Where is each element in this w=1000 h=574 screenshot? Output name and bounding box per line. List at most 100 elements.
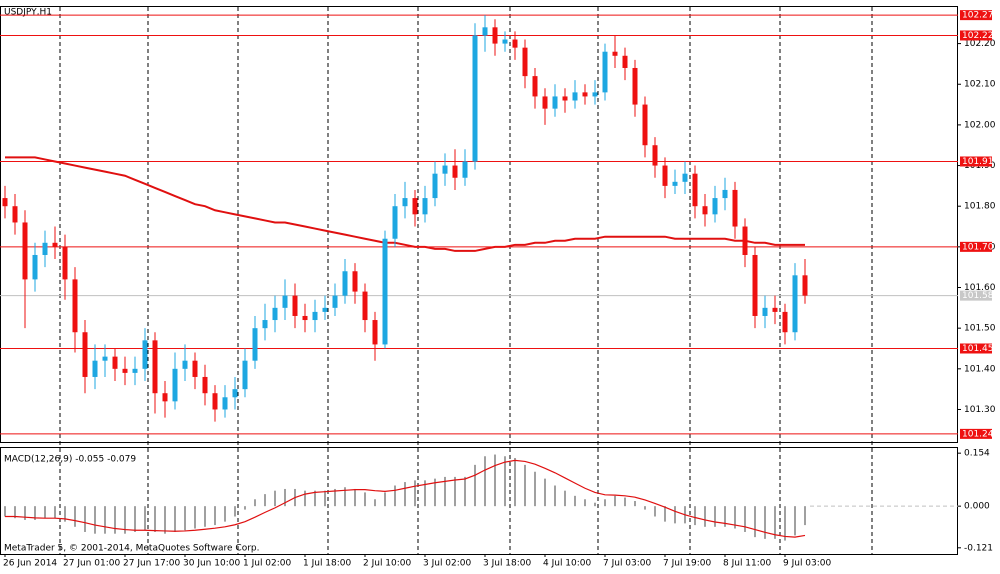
candle-body <box>12 206 18 223</box>
candle-body <box>172 368 178 402</box>
moving-average <box>5 156 805 252</box>
x-tick-label: 26 Jun 2014 <box>3 559 57 569</box>
candle-body <box>672 181 678 186</box>
candle-body <box>232 389 238 398</box>
macd-signal <box>5 459 806 538</box>
x-tick-label: 3 Jul 18:00 <box>483 559 532 569</box>
candle-body <box>662 165 668 186</box>
candle-body <box>122 368 128 373</box>
candle-body <box>312 311 318 321</box>
y-tick-label: 102.00 <box>964 120 996 130</box>
x-tick-label: 9 Jul 03:00 <box>783 559 832 569</box>
candle-body <box>2 198 8 207</box>
candle-body <box>342 271 348 296</box>
candle-body <box>112 356 118 369</box>
x-tick-label: 1 Jul 02:00 <box>243 559 292 569</box>
candle-body <box>502 39 508 44</box>
current-price-label: 101.58 <box>962 291 994 301</box>
candle-body <box>82 332 88 377</box>
level-box <box>960 10 992 21</box>
macd-label: MACD(12,26,9) -0.055 -0.079 <box>4 455 136 465</box>
level-box <box>960 241 992 252</box>
x-tick-label: 7 Jul 03:00 <box>603 559 652 569</box>
candle-body <box>492 27 498 44</box>
y-tick-label: 101.50 <box>964 324 996 334</box>
level-box <box>960 30 992 41</box>
candle-body <box>142 340 148 369</box>
candle-body <box>62 246 68 280</box>
candle-body <box>572 92 578 101</box>
candle-body <box>802 275 808 296</box>
footer: MetaTrader 5, © 2001-2014, MetaQuotes So… <box>4 544 260 554</box>
x-tick-label: 1 Jul 18:00 <box>303 559 352 569</box>
candle-body <box>762 307 768 316</box>
y-tick-label: 102.10 <box>964 80 996 90</box>
candle-body <box>472 35 478 162</box>
x-tick-label: 30 Jun 10:00 <box>183 559 240 569</box>
candle-body <box>692 173 698 207</box>
candle-body <box>722 189 728 199</box>
level-box <box>960 343 992 354</box>
x-tick-label: 27 Jun 01:00 <box>63 559 120 569</box>
candle-body <box>182 360 188 369</box>
candle-body <box>262 320 268 329</box>
candle-body <box>22 222 28 280</box>
candle-body <box>252 328 258 361</box>
candle-body <box>742 226 748 255</box>
candle-body <box>452 165 458 178</box>
candle-body <box>432 173 438 199</box>
level-label: 102.22 <box>962 31 994 41</box>
candle-body <box>202 376 208 394</box>
x-tick-label: 8 Jul 11:00 <box>723 559 772 569</box>
candle-body <box>512 39 518 48</box>
candle-body <box>442 165 448 174</box>
level-label: 101.91 <box>962 157 994 167</box>
y-tick-label: 101.40 <box>964 364 996 374</box>
candle-body <box>42 242 48 255</box>
candle-body <box>72 279 78 333</box>
y-tick-label: 102.20 <box>964 39 996 49</box>
candle-body <box>302 315 308 321</box>
candle-body <box>272 307 278 321</box>
candle-body <box>712 198 718 215</box>
candle-body <box>462 161 468 178</box>
level-label: 101.45 <box>962 344 994 354</box>
macd-frame <box>0 447 958 555</box>
x-tick-label: 3 Jul 02:00 <box>423 559 472 569</box>
candle-body <box>602 51 608 93</box>
level-label: 101.70 <box>962 242 994 252</box>
candle-body <box>542 96 548 109</box>
candle-body <box>592 92 598 97</box>
candle-body <box>632 67 638 105</box>
price-frame <box>0 6 958 443</box>
candle-body <box>192 360 198 377</box>
x-tick-label: 27 Jun 17:00 <box>123 559 180 569</box>
candle-body <box>522 47 528 77</box>
candle-body <box>482 27 488 36</box>
candle-body <box>222 397 228 410</box>
candle-body <box>322 307 328 312</box>
candle-body <box>412 198 418 215</box>
candle-body <box>552 96 558 109</box>
candle-body <box>212 393 218 410</box>
candle-body <box>702 206 708 215</box>
y-tick-label: 101.80 <box>964 202 996 212</box>
candle-body <box>162 393 168 402</box>
candle-body <box>642 104 648 146</box>
level-box <box>960 156 992 167</box>
candle-body <box>582 92 588 97</box>
candle-body <box>752 254 758 316</box>
candle-body <box>422 198 428 215</box>
candle-body <box>102 356 108 361</box>
candle-body <box>52 242 58 247</box>
candle-body <box>652 145 658 166</box>
level-box <box>960 428 992 439</box>
macd-y-tick-label: 0.154 <box>964 449 990 459</box>
candle-body <box>282 295 288 308</box>
candle-body <box>532 76 538 97</box>
y-tick-label: 101.30 <box>964 405 996 415</box>
candle-body <box>392 206 398 239</box>
candle-body <box>372 320 378 345</box>
level-label: 102.27 <box>962 11 994 21</box>
